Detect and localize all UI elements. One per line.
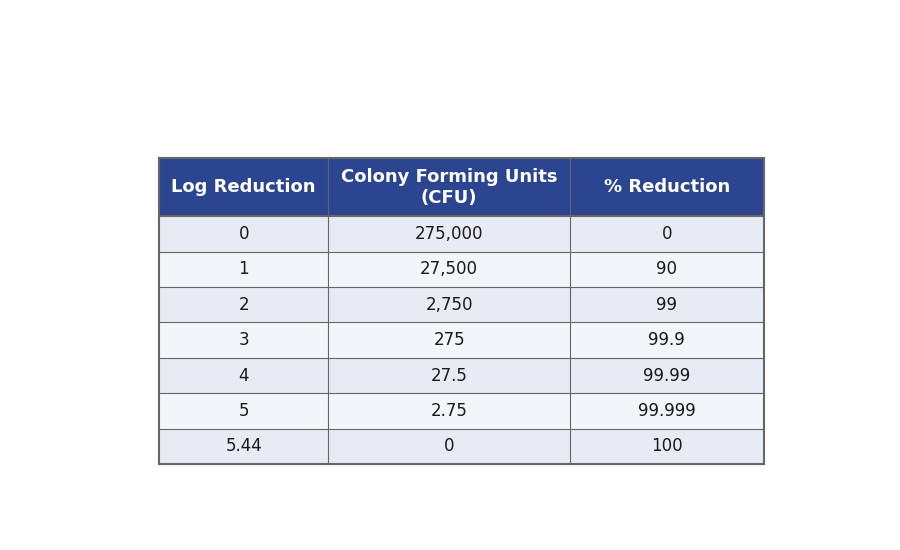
Bar: [570, 322, 763, 358]
Text: 275: 275: [433, 331, 465, 349]
Text: 275,000: 275,000: [415, 225, 483, 243]
Bar: [328, 393, 570, 428]
Bar: [159, 158, 328, 216]
Bar: [159, 428, 328, 464]
Text: 4: 4: [238, 366, 249, 384]
Text: 0: 0: [444, 437, 454, 455]
Text: 99.99: 99.99: [644, 366, 690, 384]
Bar: [328, 322, 570, 358]
Bar: [159, 322, 328, 358]
Text: Log Reduction: Log Reduction: [171, 178, 316, 196]
Text: 1: 1: [238, 260, 249, 278]
Text: 2,750: 2,750: [426, 296, 472, 314]
Text: 2: 2: [238, 296, 249, 314]
Text: 3: 3: [238, 331, 249, 349]
Bar: [328, 216, 570, 251]
Text: 99: 99: [656, 296, 678, 314]
Text: 0: 0: [662, 225, 672, 243]
Text: 90: 90: [656, 260, 678, 278]
Bar: [570, 287, 763, 322]
Bar: [570, 393, 763, 428]
Text: 99.9: 99.9: [648, 331, 685, 349]
Bar: [159, 216, 328, 251]
Bar: [159, 358, 328, 393]
Text: 0: 0: [238, 225, 249, 243]
Text: 99.999: 99.999: [638, 402, 696, 420]
Bar: [328, 158, 570, 216]
Bar: [328, 287, 570, 322]
Text: 27.5: 27.5: [431, 366, 468, 384]
Bar: [159, 287, 328, 322]
Text: 5.44: 5.44: [225, 437, 262, 455]
Bar: [570, 216, 763, 251]
Text: % Reduction: % Reduction: [604, 178, 730, 196]
Bar: [159, 251, 328, 287]
Text: Colony Forming Units
(CFU): Colony Forming Units (CFU): [341, 168, 557, 207]
Text: 100: 100: [651, 437, 682, 455]
Bar: [570, 428, 763, 464]
Bar: [328, 358, 570, 393]
Bar: [570, 251, 763, 287]
Bar: [570, 158, 763, 216]
Bar: [328, 251, 570, 287]
Bar: [328, 428, 570, 464]
Bar: [159, 393, 328, 428]
Bar: [570, 358, 763, 393]
Text: 2.75: 2.75: [431, 402, 468, 420]
Text: 5: 5: [238, 402, 249, 420]
Text: 27,500: 27,500: [420, 260, 478, 278]
